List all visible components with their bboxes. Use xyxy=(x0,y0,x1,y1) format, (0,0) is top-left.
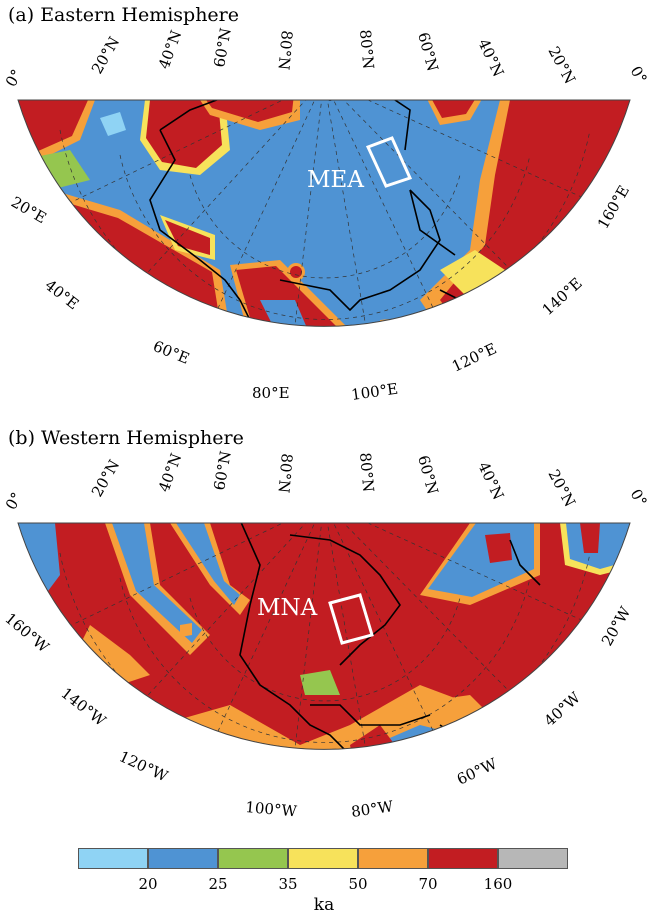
zone-north-pacific xyxy=(420,100,490,125)
lat-label-b-left-4: 80°N xyxy=(275,453,296,494)
colorbar-tick-label: 35 xyxy=(278,875,298,893)
lat-label-b-left-1: 20°N xyxy=(88,457,123,500)
mea-region-box xyxy=(365,136,413,188)
lon-label-b-0: 160°W xyxy=(1,609,53,656)
lat-label-b-left-2: 40°N xyxy=(155,451,185,494)
lat-label-a-left-4: 80°N xyxy=(275,30,296,71)
zone-light-blue xyxy=(100,112,126,136)
panel-a-title: (a) Eastern Hemisphere xyxy=(8,4,240,26)
colorbar-cell xyxy=(428,848,498,869)
lon-label-a-5: 120°E xyxy=(449,339,499,375)
lon-label-b-6: 40°W xyxy=(541,688,585,730)
lon-label-b-5: 60°W xyxy=(454,754,500,788)
lat-label-b-right-3: 20°N xyxy=(544,466,579,510)
lon-label-a-6: 140°E xyxy=(539,274,586,319)
lon-label-a-7: 160°E xyxy=(594,182,633,232)
colorbar-tick-label: 50 xyxy=(348,875,368,893)
colorbar-cell xyxy=(78,848,148,869)
lon-label-a-1: 40°E xyxy=(42,276,83,313)
mna-region-box xyxy=(328,593,374,645)
zone-europe xyxy=(140,100,230,175)
colorbar-cell xyxy=(218,848,288,869)
map-border xyxy=(17,522,631,750)
western-hemisphere-map: MNA 0° 20°N 40°N 60°N 80°N 80°N 60°N 40°… xyxy=(1,449,647,821)
colorbar-cell xyxy=(358,848,428,869)
lat-label-a-right-2: 40°N xyxy=(474,36,507,80)
map-border xyxy=(17,99,631,327)
colorbar-cell xyxy=(288,848,358,869)
panel-b-title: (b) Western Hemisphere xyxy=(8,427,244,449)
lat-label-a-left-0: 0° xyxy=(2,66,26,90)
colorbar-tick-label: 20 xyxy=(138,875,158,893)
colorbar-unit-label: ka xyxy=(313,895,335,915)
lon-label-a-3: 80°E xyxy=(252,384,290,402)
colorbar-cell xyxy=(498,848,568,869)
lon-label-b-7: 20°W xyxy=(598,603,635,649)
colorbar-legend: 20 25 35 50 70 160 ka xyxy=(0,845,647,918)
lat-label-b-right-0: 80°N xyxy=(356,452,377,493)
lat-label-a-left-2: 40°N xyxy=(155,28,185,71)
zone-south-indian xyxy=(380,315,430,327)
colorbar-tick-label: 25 xyxy=(208,875,228,893)
colorbar-tick-label: 160 xyxy=(483,875,513,893)
lon-label-b-1: 140°W xyxy=(58,684,110,730)
zone-north-siberia xyxy=(190,100,300,130)
eastern-hemisphere-map: MEA 0° 20°N 40°N 60°N 80°N 80°N 60°N 40°… xyxy=(2,26,647,404)
coastlines xyxy=(149,100,481,327)
lat-label-b-right-4: 0° xyxy=(627,486,647,510)
lat-label-a-left-3: 60°N xyxy=(210,26,235,68)
lon-label-b-3: 100°W xyxy=(245,798,299,820)
zone-india-sea xyxy=(230,260,350,327)
lon-label-a-2: 60°E xyxy=(151,337,193,368)
lat-label-b-right-1: 60°N xyxy=(414,453,442,496)
colorbar-tick-label: 70 xyxy=(418,875,438,893)
zone-arabia xyxy=(160,215,215,260)
lat-label-b-left-0: 0° xyxy=(2,489,26,513)
colorbar-cell xyxy=(148,848,218,869)
lat-label-a-right-0: 80°N xyxy=(356,29,377,70)
lon-label-b-4: 80°W xyxy=(350,797,395,821)
lat-label-b-right-2: 40°N xyxy=(474,459,507,503)
lat-label-a-right-4: 0° xyxy=(627,63,647,87)
mea-label: MEA xyxy=(307,167,364,193)
mna-label: MNA xyxy=(257,595,318,621)
lon-label-a-4: 100°E xyxy=(350,380,399,404)
lon-label-b-2: 120°W xyxy=(116,747,171,785)
lat-label-a-right-3: 20°N xyxy=(544,43,579,87)
lat-label-a-right-1: 60°N xyxy=(414,30,442,73)
lat-label-b-left-3: 60°N xyxy=(210,449,235,491)
lon-label-a-0: 20°E xyxy=(8,193,50,227)
lat-label-a-left-1: 20°N xyxy=(88,34,123,77)
